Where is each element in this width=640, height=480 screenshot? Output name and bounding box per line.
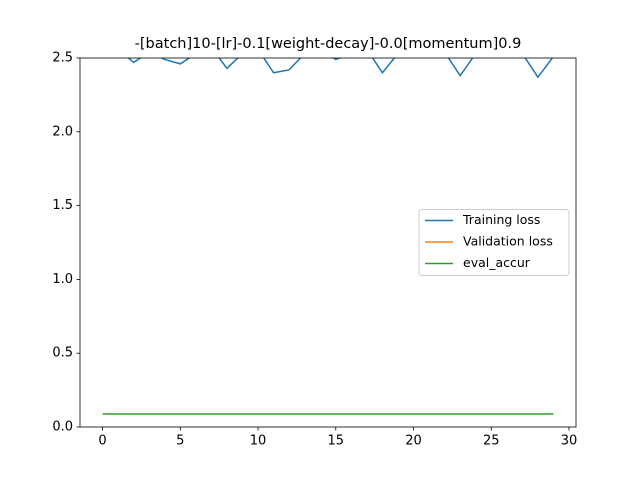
x-tick-label: 20 [405,434,422,449]
axes-frame [79,57,577,428]
y-tick-label: 2.5 [52,51,73,66]
legend-label: Validation loss [463,234,553,249]
chart-title: -[batch]10-[lr]-0.1[weight-decay]-0.0[mo… [135,36,522,52]
x-tick-label: 0 [98,434,106,449]
legend: Training loss Validation loss eval_accur [418,209,570,276]
legend-box [418,209,570,276]
y-tick-label: 0.0 [52,420,73,435]
y-tick-label: 1.5 [52,198,73,213]
plot-area [102,58,554,415]
x-tick-label: 30 [561,434,578,449]
legend-label: Training loss [462,212,540,227]
x-tick-label: 5 [176,434,184,449]
x-tick-label: 15 [328,434,345,449]
y-tick-label: 0.5 [52,346,73,361]
y-tick-label: 1.0 [52,272,73,287]
series-line [127,58,554,79]
y-tick-label: 2.0 [52,124,73,139]
legend-label: eval_accur [463,255,531,270]
x-tick-label: 25 [483,434,500,449]
x-tick-label: 10 [250,434,267,449]
